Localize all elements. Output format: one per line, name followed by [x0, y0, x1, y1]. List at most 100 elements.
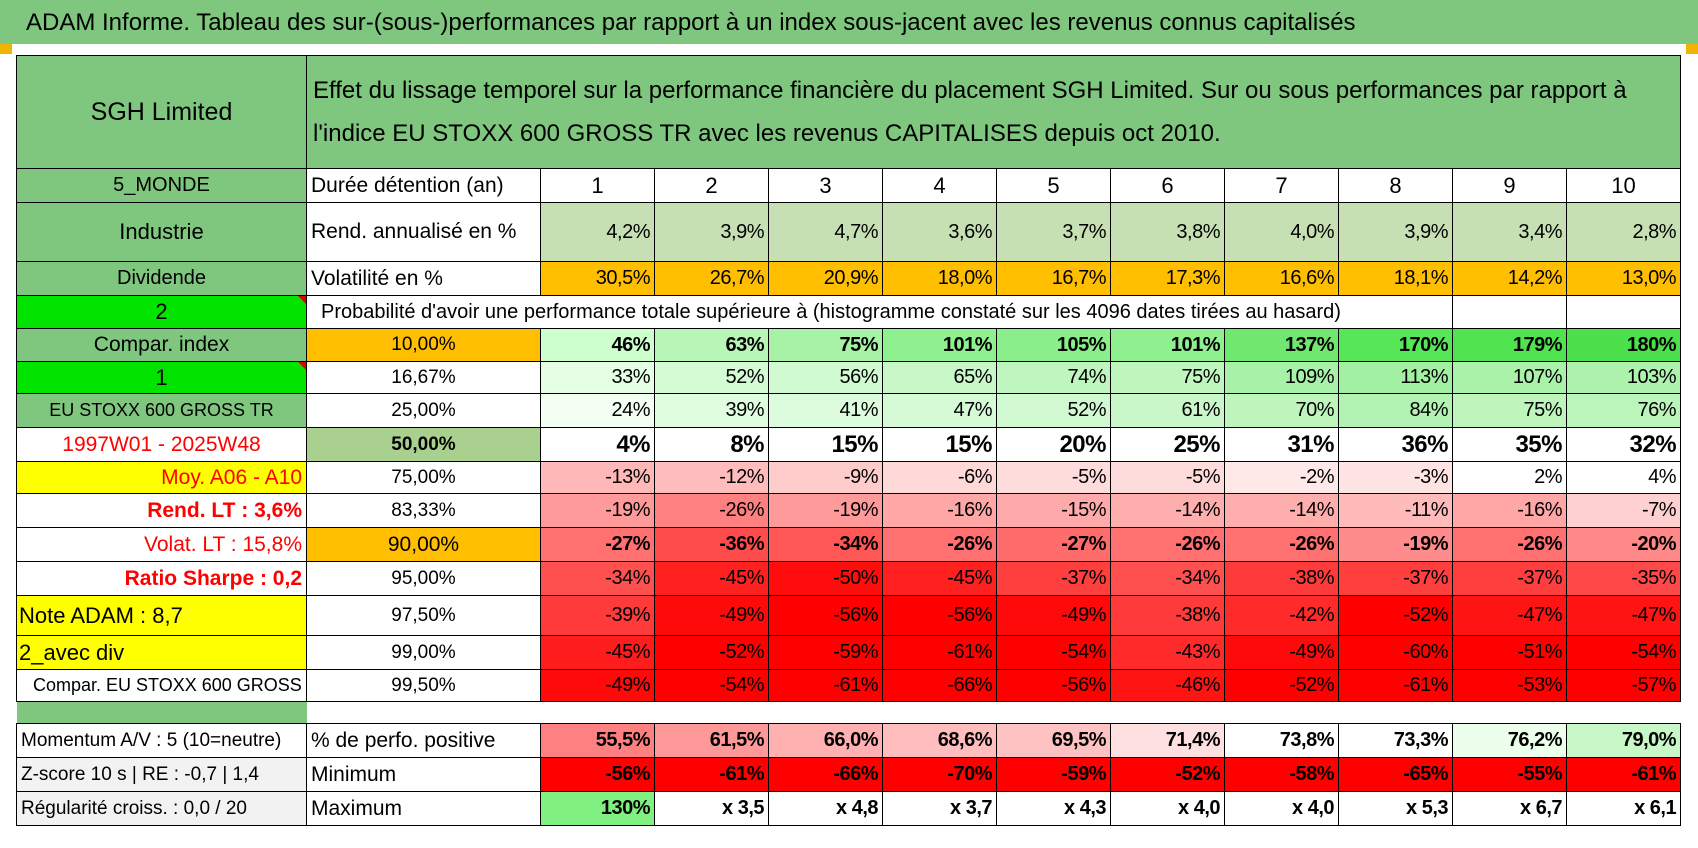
maximum-cell: x 4,0 — [1110, 791, 1225, 826]
value-cell: 103% — [1565, 361, 1682, 394]
year-cell: 2 — [654, 168, 769, 203]
value-cell: 25% — [1110, 427, 1225, 462]
note-adam-label: Note ADAM : 8,7 — [16, 595, 307, 636]
value-cell: -53% — [1452, 669, 1567, 702]
performance-table: SGH Limited Effet du lissage temporel su… — [16, 55, 1682, 826]
value-cell: 35% — [1452, 427, 1567, 462]
percentile-cell: 25,00% — [306, 393, 541, 428]
value-cell: -50% — [768, 561, 883, 596]
value-cell: 75% — [768, 328, 883, 362]
year-cell: 9 — [1452, 168, 1567, 203]
value-cell: -26% — [654, 493, 769, 528]
value-cell: 75% — [1452, 393, 1567, 428]
moy-label: Moy. A06 - A10 — [16, 461, 307, 494]
value-cell: -26% — [1110, 527, 1225, 562]
minimum-cell: -61% — [654, 757, 769, 792]
value-cell: -61% — [768, 669, 883, 702]
duration-row: 5_MONDE Durée détention (an) 1 2 3 4 5 6… — [16, 168, 1682, 203]
probability-label: Probabilité d'avoir une performance tota… — [306, 295, 1453, 329]
value-cell: -16% — [882, 493, 997, 528]
return-cell: 3,9% — [1338, 202, 1453, 262]
value-cell: 41% — [768, 393, 883, 428]
positive-cell: 66,0% — [768, 723, 883, 758]
volatility-cell: 26,7% — [654, 261, 769, 296]
value-cell: -56% — [882, 595, 997, 636]
rend-lt-label: Rend. LT : 3,6% — [16, 493, 307, 528]
value-cell: -19% — [768, 493, 883, 528]
spacer-green — [16, 701, 307, 724]
volatility-cell: 18,1% — [1338, 261, 1453, 296]
index-name-label: EU STOXX 600 GROSS TR — [16, 393, 307, 428]
value-cell: 179% — [1452, 328, 1567, 362]
pct-row-995: Compar. EU STOXX 600 GROSS TR 99,50% -49… — [16, 669, 1682, 702]
value-cell: 75% — [1110, 361, 1225, 394]
pct-row-10: Compar. index 10,00% 46% 63% 75% 101% 10… — [16, 328, 1682, 362]
right-marker — [1686, 44, 1698, 54]
positive-cell: 73,3% — [1338, 723, 1453, 758]
maximum-cell: x 5,3 — [1338, 791, 1453, 826]
return-cell: 4,7% — [768, 202, 883, 262]
value-cell: 56% — [768, 361, 883, 394]
maximum-label: Maximum — [306, 791, 541, 826]
percentile-cell: 10,00% — [306, 328, 541, 362]
maximum-cell: x 3,7 — [882, 791, 997, 826]
value-cell: -54% — [996, 635, 1111, 670]
value-cell: -7% — [1565, 493, 1682, 528]
selector-1[interactable]: 1 — [16, 361, 307, 394]
volatility-cell: 14,2% — [1452, 261, 1567, 296]
value-cell: -49% — [654, 595, 769, 636]
percentile-cell: 75,00% — [306, 461, 541, 494]
value-cell: -51% — [1452, 635, 1567, 670]
value-cell: 113% — [1338, 361, 1453, 394]
value-cell: 101% — [1110, 328, 1225, 362]
header-description: Effet du lissage temporel sur la perform… — [305, 55, 1682, 169]
return-row: Industrie Rend. annualisé en % 4,2% 3,9%… — [16, 202, 1682, 262]
probability-row: 2 Probabilité d'avoir une performance to… — [16, 295, 1682, 329]
pct-row-75: Moy. A06 - A10 75,00% -13% -12% -9% -6% … — [16, 461, 1682, 494]
pct-row-16: 1 16,67% 33% 52% 56% 65% 74% 75% 109% 11… — [16, 361, 1682, 394]
value-cell: -59% — [768, 635, 883, 670]
dividend-label: Dividende — [16, 261, 307, 296]
volatility-cell: 16,6% — [1224, 261, 1339, 296]
volatility-cell: 18,0% — [882, 261, 997, 296]
value-cell: -45% — [654, 561, 769, 596]
value-cell: -36% — [654, 527, 769, 562]
selector-2[interactable]: 2 — [16, 295, 307, 329]
value-cell: -66% — [882, 669, 997, 702]
value-cell: 15% — [882, 427, 997, 462]
value-cell: -12% — [654, 461, 769, 494]
compar-full-label: Compar. EU STOXX 600 GROSS TR — [16, 669, 307, 702]
pct-row-90: Volat. LT : 15,8% 90,00% -27% -36% -34% … — [16, 527, 1682, 562]
value-cell: -42% — [1224, 595, 1339, 636]
company-name: SGH Limited — [16, 55, 307, 169]
compar-index-label: Compar. index — [16, 328, 307, 362]
value-cell: 84% — [1338, 393, 1453, 428]
minimum-cell: -55% — [1452, 757, 1567, 792]
year-cell: 1 — [540, 168, 655, 203]
volatility-cell: 17,3% — [1110, 261, 1225, 296]
value-cell: -39% — [540, 595, 655, 636]
percentile-cell: 99,50% — [306, 669, 541, 702]
sharpe-label: Ratio Sharpe : 0,2 — [16, 561, 307, 596]
volat-lt-label: Volat. LT : 15,8% — [16, 527, 307, 562]
value-cell: -49% — [540, 669, 655, 702]
year-cell: 7 — [1224, 168, 1339, 203]
positive-cell: 68,6% — [882, 723, 997, 758]
value-cell: -54% — [1565, 635, 1682, 670]
value-cell: -37% — [1338, 561, 1453, 596]
value-cell: -27% — [540, 527, 655, 562]
value-cell: -56% — [768, 595, 883, 636]
report-banner: ADAM Informe. Tableau des sur-(sous-)per… — [0, 0, 1698, 44]
volatility-cell: 30,5% — [540, 261, 655, 296]
minimum-cell: -70% — [882, 757, 997, 792]
value-cell: -11% — [1338, 493, 1453, 528]
value-cell: -35% — [1565, 561, 1682, 596]
value-cell: -34% — [768, 527, 883, 562]
value-cell: -26% — [882, 527, 997, 562]
value-cell: -57% — [1565, 669, 1682, 702]
value-cell: -52% — [1224, 669, 1339, 702]
minimum-row: Z-score 10 s | RE : -0,7 | 1,4 Minimum -… — [16, 757, 1682, 792]
maximum-cell: x 4,3 — [996, 791, 1111, 826]
empty-cell — [1452, 295, 1567, 329]
maximum-cell: x 4,0 — [1224, 791, 1339, 826]
